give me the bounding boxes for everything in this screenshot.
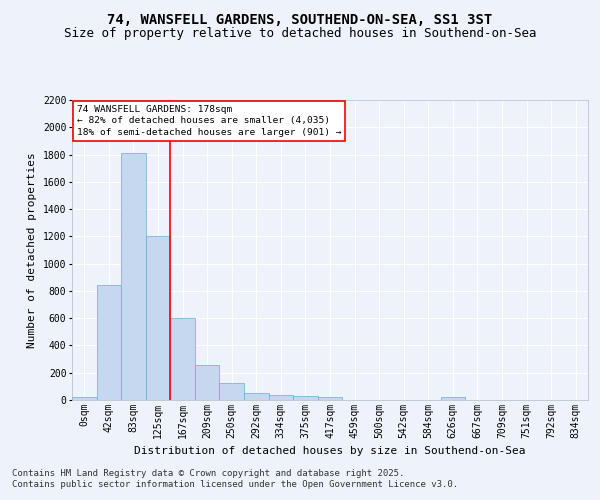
Text: Contains HM Land Registry data © Crown copyright and database right 2025.: Contains HM Land Registry data © Crown c… — [12, 468, 404, 477]
Bar — [269, 394, 293, 400]
Text: Contains public sector information licensed under the Open Government Licence v3: Contains public sector information licen… — [12, 480, 458, 489]
Bar — [97, 285, 121, 400]
Y-axis label: Number of detached properties: Number of detached properties — [28, 152, 37, 348]
Bar — [72, 396, 97, 400]
Bar — [121, 153, 146, 400]
Bar — [220, 383, 244, 400]
Text: 74, WANSFELL GARDENS, SOUTHEND-ON-SEA, SS1 3ST: 74, WANSFELL GARDENS, SOUTHEND-ON-SEA, S… — [107, 12, 493, 26]
Bar — [293, 396, 318, 400]
Bar — [244, 393, 269, 400]
Text: Size of property relative to detached houses in Southend-on-Sea: Size of property relative to detached ho… — [64, 28, 536, 40]
Bar — [170, 318, 195, 400]
Bar — [318, 398, 342, 400]
Bar — [440, 396, 465, 400]
Bar — [146, 236, 170, 400]
Text: 74 WANSFELL GARDENS: 178sqm
← 82% of detached houses are smaller (4,035)
18% of : 74 WANSFELL GARDENS: 178sqm ← 82% of det… — [77, 104, 341, 137]
X-axis label: Distribution of detached houses by size in Southend-on-Sea: Distribution of detached houses by size … — [134, 446, 526, 456]
Bar — [195, 364, 220, 400]
